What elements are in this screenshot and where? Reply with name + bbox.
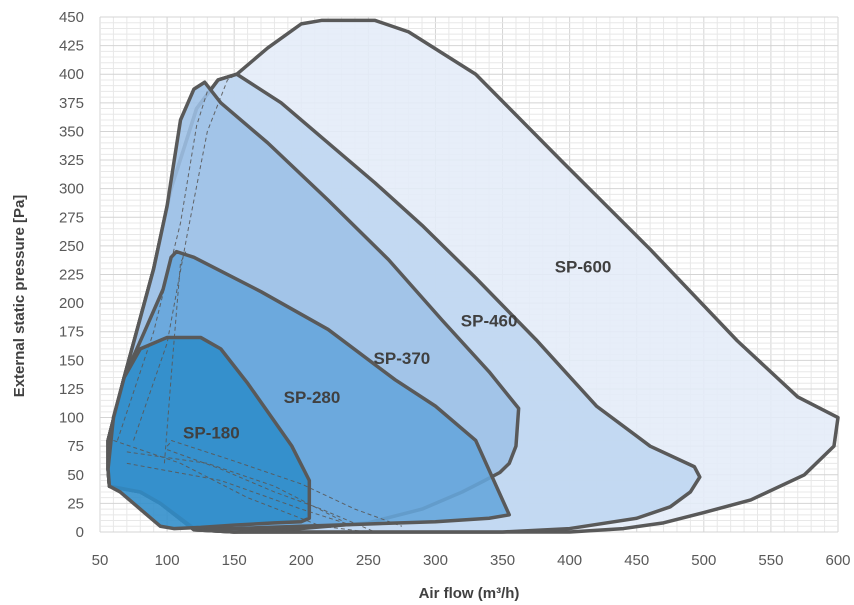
dashed-curve — [163, 251, 187, 464]
y-tick-label: 100 — [59, 410, 84, 427]
y-tick-label: 150 — [59, 352, 84, 369]
series-label-sp-460: SP-460 — [461, 311, 518, 330]
y-axis-label: External static pressure [Pa] — [11, 195, 28, 398]
x-tick-label: 400 — [557, 552, 582, 569]
dashed-curve — [166, 449, 376, 533]
x-tick-label: 600 — [825, 552, 850, 569]
x-tick-label: 500 — [691, 552, 716, 569]
y-tick-label: 275 — [59, 209, 84, 226]
y-tick-label: 50 — [67, 467, 84, 484]
y-tick-label: 175 — [59, 324, 84, 341]
dashed-curve — [166, 440, 173, 447]
y-tick-label: 225 — [59, 267, 84, 284]
y-tick-label: 325 — [59, 152, 84, 169]
y-tick-label: 0 — [76, 524, 84, 541]
x-tick-label: 200 — [289, 552, 314, 569]
series-labels: SP-600 SP-460 SP-370 SP-280 SP-180 — [183, 257, 611, 442]
y-tick-label: 350 — [59, 123, 84, 140]
y-tick-label: 450 — [59, 9, 84, 26]
x-tick-label: 150 — [222, 552, 247, 569]
series-label-sp-280: SP-280 — [284, 388, 341, 407]
y-tick-label: 250 — [59, 238, 84, 255]
dashed-curves-overlay — [113, 73, 403, 533]
y-tick-label: 300 — [59, 181, 84, 198]
fan-regions — [106, 18, 840, 534]
x-tick-label: 250 — [356, 552, 381, 569]
x-tick-label: 50 — [92, 552, 109, 569]
y-tick-label: 200 — [59, 295, 84, 312]
x-tick-label: 350 — [490, 552, 515, 569]
dashed-curve — [116, 79, 219, 441]
dashed-curve — [113, 439, 369, 533]
dashed-curve — [170, 439, 403, 527]
y-tick-label: 400 — [59, 66, 84, 83]
y-tick-label: 25 — [67, 495, 84, 512]
x-axis-label: Air flow (m³/h) — [419, 585, 520, 602]
x-ticks: 50 100 150 200 250 300 350 400 450 500 550 600 — [92, 552, 851, 569]
y-tick-label: 375 — [59, 95, 84, 112]
x-tick-label: 300 — [423, 552, 448, 569]
x-tick-label: 550 — [758, 552, 783, 569]
dashed-curve — [126, 451, 342, 522]
x-tick-label: 450 — [624, 552, 649, 569]
x-tick-label: 100 — [155, 552, 180, 569]
dashed-curve — [133, 73, 238, 441]
series-label-sp-180: SP-180 — [183, 423, 240, 442]
y-tick-label: 75 — [67, 438, 84, 455]
y-tick-label: 125 — [59, 381, 84, 398]
y-ticks: 0 25 50 75 100 125 150 175 200 225 250 275 300 325 350… — [59, 9, 84, 541]
y-tick-label: 425 — [59, 38, 84, 55]
series-label-sp-600: SP-600 — [555, 257, 612, 276]
series-label-sp-370: SP-370 — [374, 349, 431, 368]
